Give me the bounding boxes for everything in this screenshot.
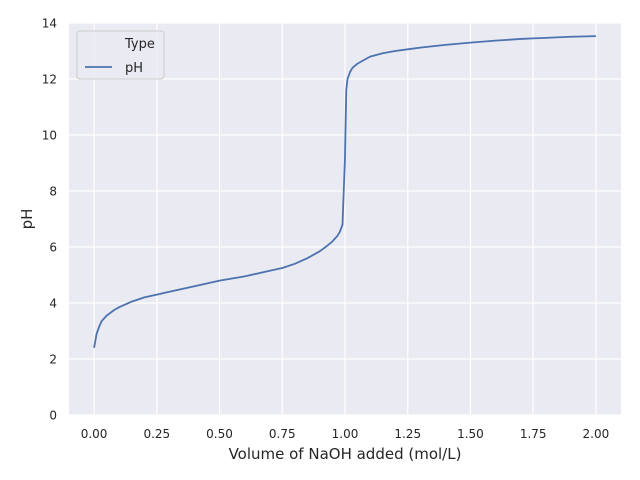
x-tick-label: 1.25 bbox=[394, 427, 421, 441]
x-tick-label: 2.00 bbox=[583, 427, 610, 441]
y-tick-label: 14 bbox=[42, 17, 57, 31]
series-line-ph bbox=[93, 35, 596, 348]
y-axis-ticks: 0 2 4 6 8 10 12 14 bbox=[42, 17, 57, 423]
y-tick-label: 6 bbox=[49, 241, 57, 255]
y-tick-label: 12 bbox=[42, 73, 57, 87]
x-tick-label: 1.50 bbox=[457, 427, 484, 441]
y-axis-label: pH bbox=[18, 209, 36, 230]
legend-title: Type bbox=[124, 37, 155, 52]
x-tick-label: 1.75 bbox=[520, 427, 547, 441]
x-tick-label: 0.00 bbox=[81, 427, 108, 441]
x-axis-label: Volume of NaOH added (mol/L) bbox=[229, 445, 462, 463]
x-axis-ticks: 0.00 0.25 0.50 0.75 1.00 1.25 1.50 1.75 2.00 bbox=[81, 427, 610, 441]
y-tick-label: 10 bbox=[42, 129, 57, 143]
x-tick-label: 0.25 bbox=[143, 427, 170, 441]
x-tick-label: 0.75 bbox=[269, 427, 296, 441]
y-tick-label: 4 bbox=[49, 297, 57, 311]
y-tick-label: 0 bbox=[49, 409, 57, 423]
legend-entry-ph: pH bbox=[125, 61, 143, 76]
x-tick-label: 1.00 bbox=[332, 427, 359, 441]
x-tick-label: 0.50 bbox=[206, 427, 233, 441]
series-layer bbox=[93, 35, 596, 348]
legend: Type pH bbox=[76, 30, 165, 80]
y-tick-label: 2 bbox=[49, 353, 57, 367]
grid bbox=[69, 22, 621, 416]
y-tick-label: 8 bbox=[49, 185, 57, 199]
